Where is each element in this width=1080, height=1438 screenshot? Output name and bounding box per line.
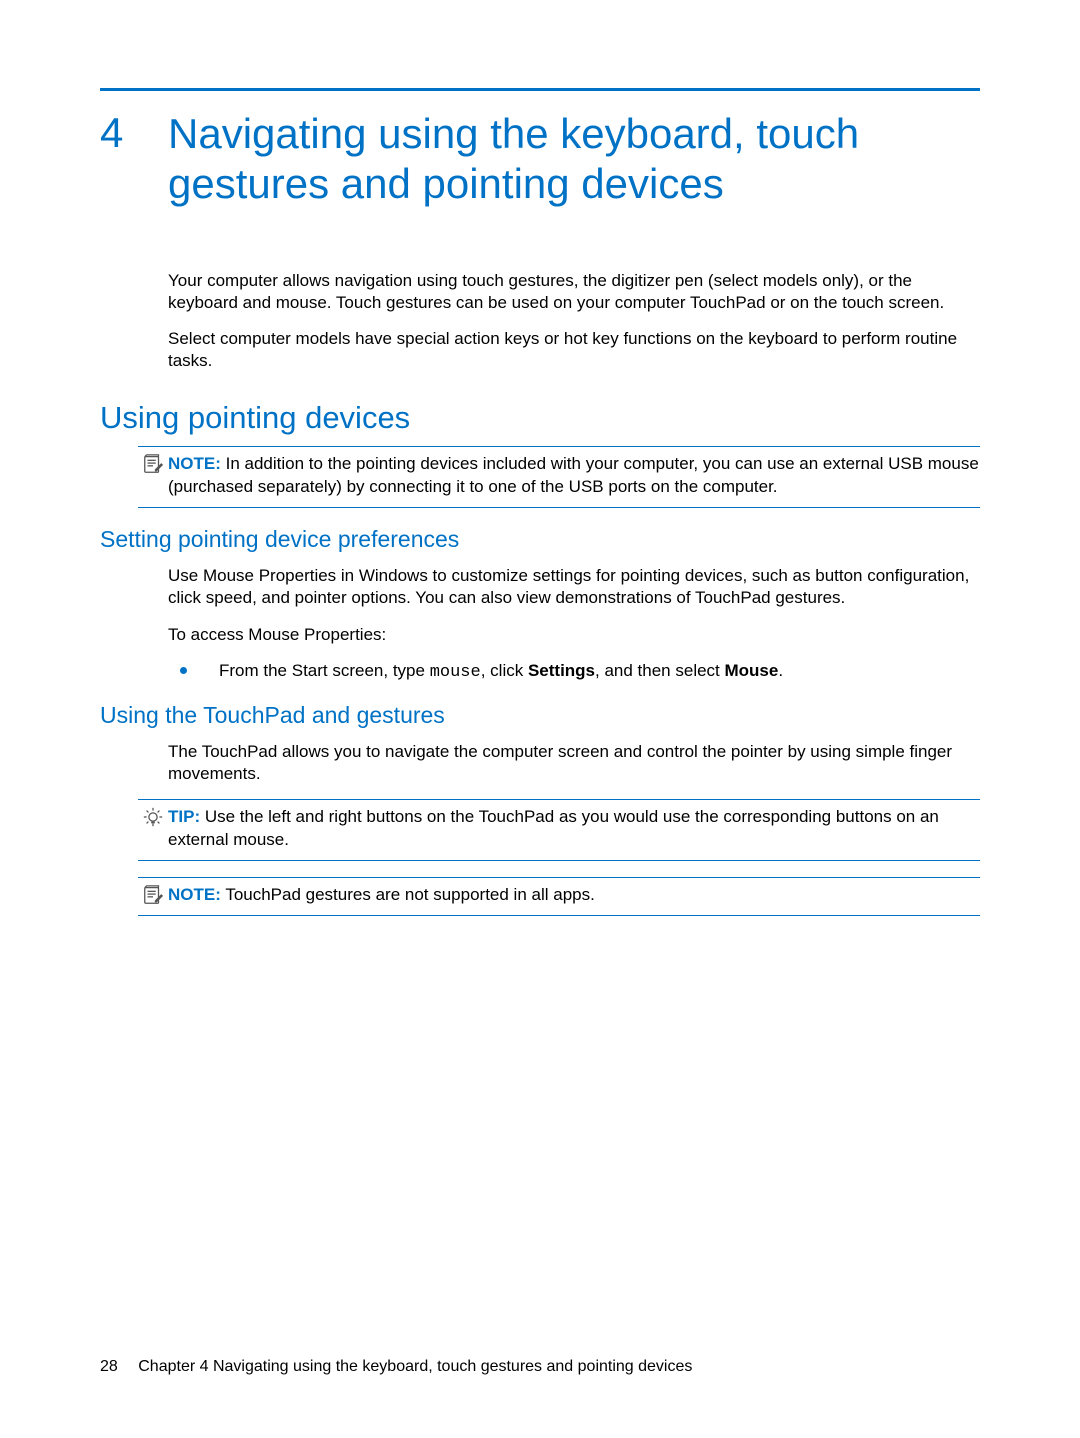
tip-text: Use the left and right buttons on the To… <box>168 807 939 849</box>
note-label-1: NOTE: <box>168 454 221 473</box>
bullet-dot-icon <box>180 667 187 674</box>
prefs-para-1: Use Mouse Properties in Windows to custo… <box>168 565 980 609</box>
tip-icon <box>138 806 168 828</box>
touchpad-para-1: The TouchPad allows you to navigate the … <box>168 741 980 785</box>
preferences-block: Use Mouse Properties in Windows to custo… <box>168 565 980 683</box>
intro-para-1: Your computer allows navigation using to… <box>168 270 980 314</box>
bullet-post: . <box>778 661 783 680</box>
footer-text: Chapter 4 Navigating using the keyboard,… <box>138 1358 692 1375</box>
bullet-mono: mouse <box>430 663 481 682</box>
note-text-2: TouchPad gestures are not supported in a… <box>225 885 595 904</box>
intro-block: Your computer allows navigation using to… <box>168 270 980 372</box>
intro-para-2: Select computer models have special acti… <box>168 328 980 372</box>
prefs-para-2: To access Mouse Properties: <box>168 624 980 646</box>
bullet-mid2: , and then select <box>595 661 724 680</box>
chapter-heading: 4 Navigating using the keyboard, touch g… <box>100 109 980 208</box>
bullet-mid: , click <box>481 661 528 680</box>
note-body-2: NOTE: TouchPad gestures are not supporte… <box>168 884 980 907</box>
top-rule <box>100 88 980 91</box>
footer-page-number: 28 <box>100 1358 118 1375</box>
note-callout-2: NOTE: TouchPad gestures are not supporte… <box>138 877 980 916</box>
touchpad-block: The TouchPad allows you to navigate the … <box>168 741 980 785</box>
chapter-number: 4 <box>100 109 168 157</box>
note-callout-1: NOTE: In addition to the pointing device… <box>138 446 980 508</box>
note-label-2: NOTE: <box>168 885 221 904</box>
note-text-1: In addition to the pointing devices incl… <box>168 454 979 496</box>
note-icon <box>138 453 168 475</box>
section-heading-preferences: Setting pointing device preferences <box>100 526 980 553</box>
tip-label: TIP: <box>168 807 200 826</box>
chapter-title: Navigating using the keyboard, touch ges… <box>168 109 980 208</box>
section-heading-pointing-devices: Using pointing devices <box>100 400 980 436</box>
bullet-mouse-properties: From the Start screen, type mouse, click… <box>180 660 980 684</box>
page-footer: 28 Chapter 4 Navigating using the keyboa… <box>100 1358 692 1376</box>
bullet-bold-2: Mouse <box>725 661 779 680</box>
note-icon-2 <box>138 884 168 906</box>
section-heading-touchpad: Using the TouchPad and gestures <box>100 702 980 729</box>
bullet-pre: From the Start screen, type <box>219 661 430 680</box>
note-body-1: NOTE: In addition to the pointing device… <box>168 453 980 499</box>
tip-body: TIP: Use the left and right buttons on t… <box>168 806 980 852</box>
bullet-bold-1: Settings <box>528 661 595 680</box>
bullet-text: From the Start screen, type mouse, click… <box>219 660 783 684</box>
page-content: 4 Navigating using the keyboard, touch g… <box>0 0 1080 916</box>
tip-callout: TIP: Use the left and right buttons on t… <box>138 799 980 861</box>
